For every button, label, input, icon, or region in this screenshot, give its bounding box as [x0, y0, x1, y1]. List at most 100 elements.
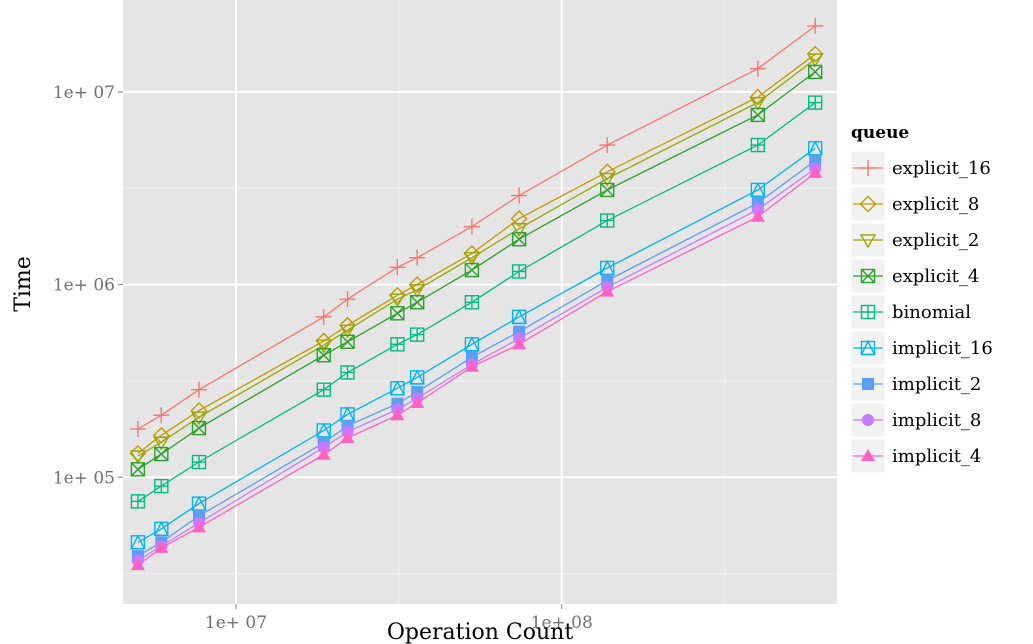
x-axis: 1e+ 07 1e+ 08: [205, 604, 593, 633]
data-point: [315, 339, 332, 354]
series-explicit_16: [129, 17, 824, 438]
legend-title: queue: [851, 123, 909, 143]
legend-key-marker: [862, 414, 874, 426]
data-point: [463, 245, 481, 263]
x-tick-label: 1e+ 08: [531, 613, 593, 633]
grid-lines: [123, 0, 837, 604]
data-point: [191, 454, 207, 470]
data-point: [154, 446, 169, 462]
legend-key-marker: [860, 339, 876, 356]
x-axis-title: Operation Count: [387, 620, 573, 644]
legend-item-implicit_4: implicit_4: [850, 438, 981, 474]
data-point: [409, 249, 426, 266]
data-point: [153, 520, 169, 537]
data-point: [512, 337, 527, 350]
data-point: [190, 402, 208, 420]
data-point: [464, 336, 480, 352]
data-point: [130, 462, 146, 477]
data-point: [511, 264, 527, 279]
data-point: [154, 540, 169, 553]
data-point: [315, 308, 332, 325]
series-line-implicit_8: [137, 168, 816, 562]
legend-item-binomial: binomial: [850, 294, 971, 330]
data-point: [339, 324, 356, 339]
x-tick-label: 1e+ 07: [205, 613, 267, 633]
data-point: [130, 494, 146, 509]
data-point: [511, 232, 527, 247]
data-point: [190, 381, 207, 398]
data-point: [389, 293, 406, 308]
data-point: [599, 137, 616, 154]
legend: queue explicit_16 explicit_8 explicit_2exp…: [850, 123, 993, 474]
data-point: [807, 17, 824, 34]
series-layer: [129, 17, 824, 571]
y-axis: 1e+ 05 1e+ 06 1e+ 07: [53, 83, 123, 488]
legend-item-implicit_2: implicit_2: [850, 366, 981, 402]
legend-label: implicit_16: [892, 338, 993, 359]
data-point: [154, 478, 169, 494]
data-point: [408, 284, 426, 299]
series-line-explicit_16: [137, 25, 816, 430]
data-point: [389, 259, 406, 276]
data-point: [191, 520, 206, 533]
data-point: [751, 203, 764, 216]
legend-item-explicit_16: explicit_16: [850, 150, 991, 186]
legend-label: implicit_2: [892, 374, 981, 395]
legend-label: explicit_2: [892, 230, 979, 251]
data-point: [316, 348, 331, 363]
data-point: [409, 369, 425, 385]
data-point: [409, 327, 425, 342]
data-point: [390, 408, 405, 421]
data-point: [340, 430, 355, 443]
series-implicit_4: [130, 165, 823, 571]
series-explicit_4: [130, 64, 823, 477]
data-point: [599, 172, 616, 187]
data-point: [808, 165, 823, 178]
legend-key-marker: [859, 234, 877, 249]
data-point: [750, 181, 766, 198]
data-point: [600, 182, 615, 198]
data-point: [750, 209, 765, 222]
data-point: [806, 45, 824, 63]
data-point: [600, 284, 615, 297]
data-point: [600, 213, 615, 228]
y-tick-label: 1e+ 05: [53, 468, 115, 488]
data-point: [510, 223, 528, 238]
y-tick-label: 1e+ 07: [53, 83, 115, 103]
data-point: [510, 210, 528, 228]
data-point: [153, 436, 170, 451]
legend-key-marker: [860, 160, 876, 176]
data-point: [340, 365, 355, 380]
legend-item-explicit_4: explicit_4: [850, 258, 979, 294]
legend-item-explicit_2: explicit_2: [850, 222, 979, 258]
legend-key-marker: [861, 449, 875, 461]
data-point: [339, 291, 356, 308]
data-point: [408, 276, 426, 294]
data-point: [511, 308, 527, 325]
data-point: [749, 88, 767, 106]
data-point: [340, 334, 355, 349]
data-point: [153, 407, 170, 424]
data-point: [464, 262, 480, 278]
data-point: [410, 395, 425, 408]
data-point: [750, 137, 766, 153]
data-point: [806, 53, 824, 68]
data-point: [807, 95, 823, 110]
data-point: [464, 295, 480, 310]
data-point: [749, 96, 767, 112]
data-point: [191, 420, 207, 436]
legend-item-implicit_16: implicit_16: [850, 330, 993, 366]
data-point: [129, 421, 146, 438]
legend-label: explicit_16: [892, 158, 991, 179]
legend-item-explicit_8: explicit_8: [850, 186, 979, 222]
data-point: [409, 295, 425, 310]
data-point: [190, 411, 208, 426]
series-line-implicit_2: [137, 160, 816, 557]
data-point: [388, 286, 406, 304]
data-point: [807, 64, 823, 80]
plot-panel: [123, 0, 837, 604]
data-point: [316, 382, 331, 397]
legend-label: explicit_4: [892, 266, 979, 287]
legend-label: implicit_8: [892, 410, 981, 431]
